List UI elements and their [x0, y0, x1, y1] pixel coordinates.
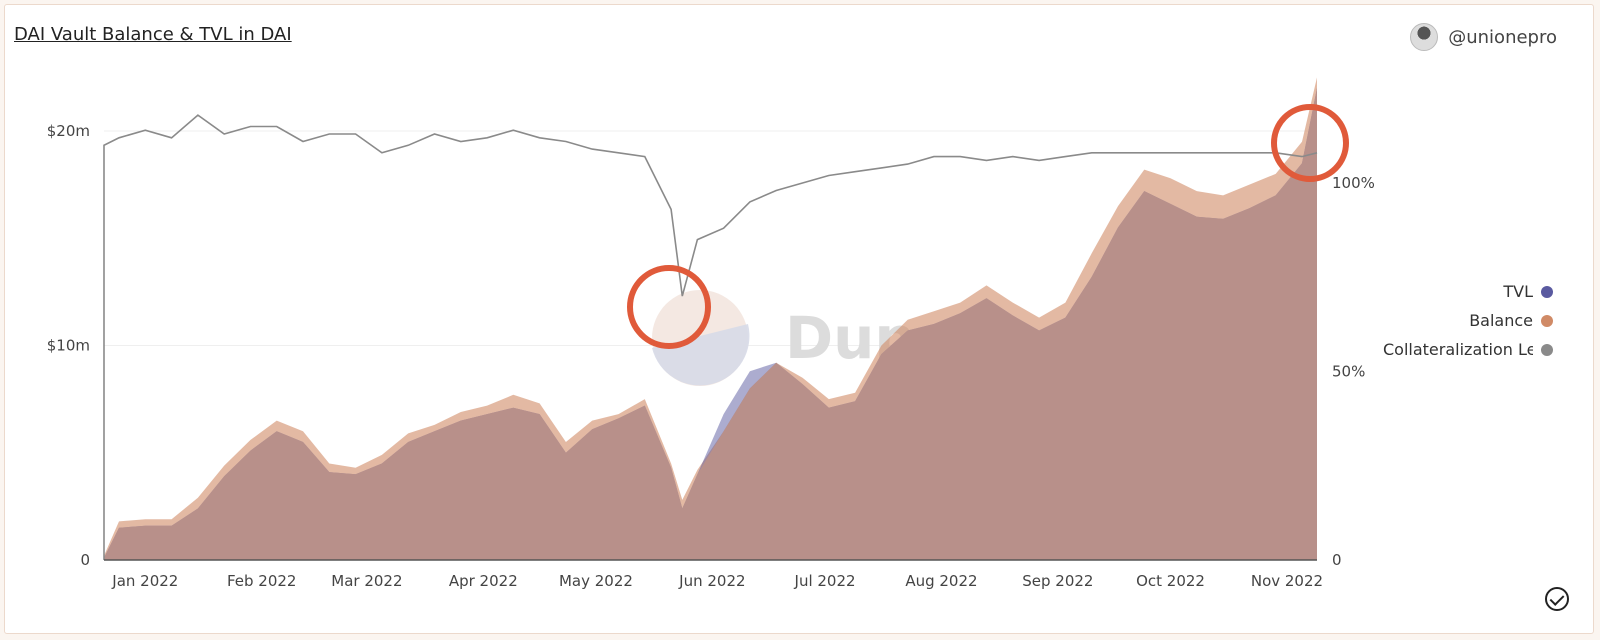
y-right-tick-label: 100%	[1332, 174, 1375, 192]
x-tick-label: Feb 2022	[227, 572, 297, 590]
check-circle-icon[interactable]	[1545, 587, 1569, 611]
legend-label-tvl: TVL	[1503, 282, 1533, 301]
x-tick-label: Jan 2022	[111, 572, 178, 590]
annotation-circle-low	[627, 265, 711, 349]
legend-item-balance[interactable]: Balance	[1383, 306, 1553, 335]
legend-dot-balance	[1541, 314, 1553, 327]
x-tick-label: Sep 2022	[1022, 572, 1093, 590]
legend-label-balance: Balance	[1469, 311, 1533, 330]
x-tick-label: Apr 2022	[449, 572, 518, 590]
watermark-logo-half	[652, 324, 750, 386]
y-left-tick-label: $10m	[47, 337, 90, 355]
x-tick-label: May 2022	[559, 572, 633, 590]
y-right-tick-label: 50%	[1332, 363, 1365, 381]
x-tick-label: Mar 2022	[331, 572, 402, 590]
legend-label-collateralization: Collateralization Level	[1383, 340, 1533, 359]
x-tick-label: Nov 2022	[1251, 572, 1323, 590]
avatar	[1410, 23, 1439, 51]
y-left-tick-label: $20m	[47, 122, 90, 140]
legend-dot-tvl	[1541, 285, 1553, 298]
chart-title[interactable]: DAI Vault Balance & TVL in DAI	[14, 24, 292, 45]
collateralization-line	[103, 114, 1318, 560]
annotation-circle-high	[1271, 104, 1349, 182]
legend: TVL Balance Collateralization Level	[1383, 277, 1553, 364]
x-tick-label: Aug 2022	[905, 572, 977, 590]
x-tick-label: Jul 2022	[794, 572, 856, 590]
x-tick-label: Oct 2022	[1136, 572, 1205, 590]
legend-item-collateralization[interactable]: Collateralization Level	[1383, 335, 1553, 364]
author-name: @unionepro	[1448, 26, 1557, 48]
x-tick-label: Jun 2022	[678, 572, 745, 590]
author-badge[interactable]: @unionepro	[1410, 23, 1557, 51]
y-right-tick-label: 0	[1332, 551, 1342, 569]
y-left-tick-label: 0	[80, 551, 90, 569]
legend-item-tvl[interactable]: TVL	[1383, 277, 1553, 306]
legend-dot-collateralization	[1541, 343, 1553, 356]
overlap-area	[104, 88, 1317, 560]
